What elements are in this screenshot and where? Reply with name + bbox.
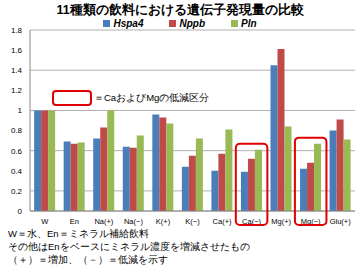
svg-text:0.6: 0.6: [11, 147, 23, 156]
svg-text:K(−): K(−): [185, 217, 200, 226]
html-text:Nppb: Nppb: [179, 18, 205, 29]
svg-text:1.4: 1.4: [11, 66, 23, 75]
html-text:（＋）＝増加、（－）＝低減を示す: （＋）＝増加、（－）＝低減を示す: [8, 254, 168, 265]
svg-text:1.2: 1.2: [11, 86, 23, 95]
svg-text:0.8: 0.8: [11, 126, 23, 135]
svg-text:Na(+): Na(+): [94, 217, 113, 226]
svg-text:Ca(+): Ca(+): [213, 217, 232, 226]
svg-text:En: En: [70, 217, 79, 226]
svg-text:1.6: 1.6: [11, 46, 23, 55]
svg-text:Mg(+): Mg(+): [271, 217, 291, 226]
html-text:その他はEnをベースにミネラル濃度を増減させたもの: その他はEnをベースにミネラル濃度を増減させたもの: [8, 241, 250, 252]
html-text:Hspa4: Hspa4: [113, 18, 144, 29]
svg-text:0: 0: [18, 207, 23, 216]
html-text:11種類の飲料における遺伝子発現量の比較: 11種類の飲料における遺伝子発現量の比較: [56, 3, 304, 17]
svg-text:W: W: [41, 217, 49, 226]
svg-text:Mg(−): Mg(−): [301, 217, 321, 226]
svg-text:0.4: 0.4: [11, 167, 23, 176]
svg-text:1: 1: [18, 106, 23, 115]
svg-text:Na(−): Na(−): [124, 217, 143, 226]
svg-text:Glu(+): Glu(+): [330, 217, 352, 226]
html-text:＝CaおよびMgの低減区分: ＝CaおよびMgの低減区分: [94, 91, 210, 103]
svg-text:K(+): K(+): [156, 217, 171, 226]
svg-text:1.8: 1.8: [11, 26, 23, 35]
svg-text:Ca(−): Ca(−): [242, 217, 261, 226]
svg-text:0.2: 0.2: [11, 187, 23, 196]
html-text:Pln: Pln: [241, 18, 257, 29]
html-text:W＝水、En＝ミネラル補給飲料: W＝水、En＝ミネラル補給飲料: [8, 228, 149, 239]
